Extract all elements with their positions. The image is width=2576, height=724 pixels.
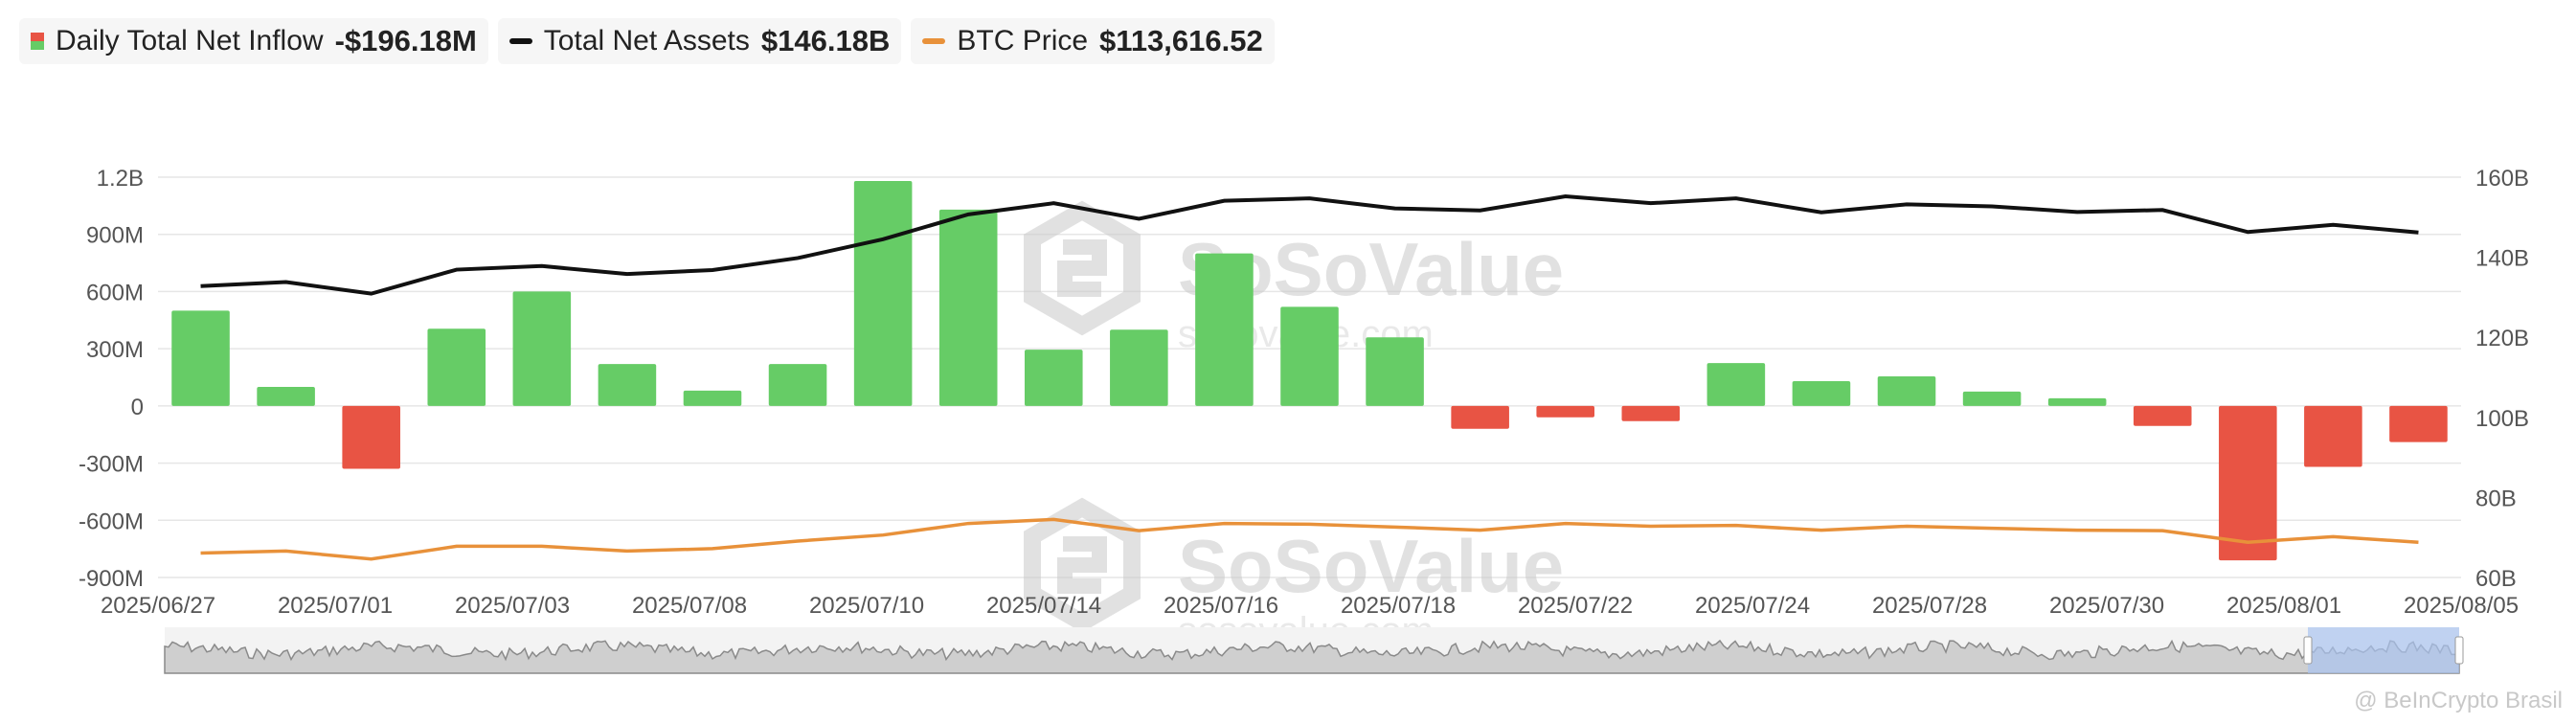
inflow-bar <box>683 390 742 406</box>
navigator-area <box>164 639 2460 674</box>
s-shape <box>1057 536 1107 594</box>
right-tick-label: 160B <box>2475 166 2529 192</box>
navigator-handle[interactable] <box>2303 636 2313 665</box>
x-tick-label: 2025/07/24 <box>1695 593 1810 619</box>
legend-inflow-label: Daily Total Net Inflow <box>56 25 324 57</box>
inflow-bar <box>1451 405 1509 429</box>
inflow-bar <box>768 364 827 406</box>
inflow-bar <box>1024 350 1083 406</box>
inflow-bar <box>1962 391 2022 406</box>
left-tick-label: -600M <box>79 509 144 534</box>
x-tick-label: 2025/07/22 <box>1518 593 1633 619</box>
inflow-bar <box>1110 329 1168 406</box>
hexagon-shape <box>1024 200 1141 336</box>
watermark: SoSoValuesosovalue.comSoSoValuesosovalue… <box>1024 200 1564 652</box>
right-tick-label: 140B <box>2475 246 2529 272</box>
inflow-bar <box>2219 405 2277 561</box>
legend-item-inflow[interactable]: Daily Total Net Inflow -$196.18M <box>19 18 488 64</box>
inflow-bar <box>512 291 572 406</box>
x-tick-label: 2025/06/27 <box>101 593 215 619</box>
total-net-assets-line <box>200 194 2419 296</box>
x-tick-label: 2025/08/01 <box>2226 593 2341 619</box>
inflow-bar <box>1877 376 1936 406</box>
legend-btc-label: BTC Price <box>957 25 1089 57</box>
assets-swatch-icon <box>508 38 532 44</box>
right-tick-label: 80B <box>2475 486 2517 511</box>
legend-item-btc[interactable]: BTC Price $113,616.52 <box>911 18 1275 64</box>
inflow-bar <box>171 310 230 406</box>
watermark-brand-text: SoSoValue <box>1178 524 1564 608</box>
x-tick-label: 2025/07/08 <box>632 593 747 619</box>
inflow-bar <box>2047 397 2107 406</box>
inflow-bar <box>342 405 400 469</box>
legend-assets-value: $146.18B <box>760 24 891 57</box>
inflow-bar <box>1621 405 1681 421</box>
right-axis: 160B 140B 120B 100B 80B 60B <box>2475 166 2529 592</box>
x-tick-label: 2025/07/18 <box>1341 593 1456 619</box>
inflow-swatch-icon <box>31 33 44 50</box>
series-lines <box>200 194 2419 561</box>
right-tick-label: 120B <box>2475 326 2529 351</box>
x-tick-label: 2025/07/03 <box>455 593 570 619</box>
btc-swatch-icon <box>922 38 946 44</box>
range-navigator[interactable] <box>164 627 2464 674</box>
inflow-bar <box>257 386 315 406</box>
hexagon-shape <box>1024 497 1141 633</box>
navigator-handle[interactable] <box>2454 636 2464 665</box>
inflow-bar <box>2304 405 2362 467</box>
s-shape <box>1057 239 1107 297</box>
left-axis: 1.2B 900M 600M 300M 0 -300M -600M -900M <box>79 166 144 592</box>
inflow-bar <box>1706 363 1766 406</box>
legend-btc-value: $113,616.52 <box>1099 24 1263 57</box>
right-tick-label: 60B <box>2475 566 2517 592</box>
btc-price-line <box>200 517 2419 561</box>
x-tick-label: 2025/07/30 <box>2049 593 2164 619</box>
x-axis: 2025/06/27 2025/07/01 2025/07/03 2025/07/08… <box>101 593 2519 619</box>
x-tick-label: 2025/07/10 <box>809 593 924 619</box>
inflow-bar <box>1280 306 1339 406</box>
navigator-selection[interactable] <box>2308 627 2459 673</box>
left-tick-label: 1.2B <box>97 166 144 192</box>
right-tick-label: 100B <box>2475 406 2529 432</box>
chart-legend: Daily Total Net Inflow -$196.18M Total N… <box>19 17 1275 65</box>
sosovalue-logo-icon: SoSoValuesosovalue.com <box>1024 497 1564 652</box>
legend-inflow-value: -$196.18M <box>334 24 477 57</box>
left-tick-label: 0 <box>131 395 144 420</box>
inflow-bar <box>427 328 486 406</box>
inflow-bar <box>1536 405 1595 418</box>
left-tick-label: 300M <box>86 337 144 363</box>
inflow-bar <box>2133 405 2192 426</box>
inflow-bar <box>1195 253 1254 406</box>
legend-assets-label: Total Net Assets <box>543 25 750 57</box>
inflow-bars <box>171 180 2448 561</box>
inflow-bar <box>938 209 998 406</box>
left-tick-label: -900M <box>79 566 144 592</box>
x-tick-label: 2025/07/01 <box>278 593 393 619</box>
left-tick-label: 900M <box>86 223 144 249</box>
inflow-bar <box>2389 405 2448 442</box>
legend-item-assets[interactable]: Total Net Assets $146.18B <box>497 18 902 64</box>
inflow-bar <box>598 364 657 406</box>
left-tick-label: 600M <box>86 280 144 305</box>
x-tick-label: 2025/07/14 <box>986 593 1101 619</box>
credit-text: @ BeInCrypto Brasil <box>2354 688 2563 713</box>
inflow-bar <box>1366 337 1424 406</box>
x-tick-label: 2025/08/05 <box>2404 593 2519 619</box>
inflow-bar <box>853 180 913 406</box>
x-tick-label: 2025/07/28 <box>1872 593 1987 619</box>
left-tick-label: -300M <box>79 452 144 478</box>
x-tick-label: 2025/07/16 <box>1164 593 1278 619</box>
inflow-bar <box>1792 380 1851 406</box>
